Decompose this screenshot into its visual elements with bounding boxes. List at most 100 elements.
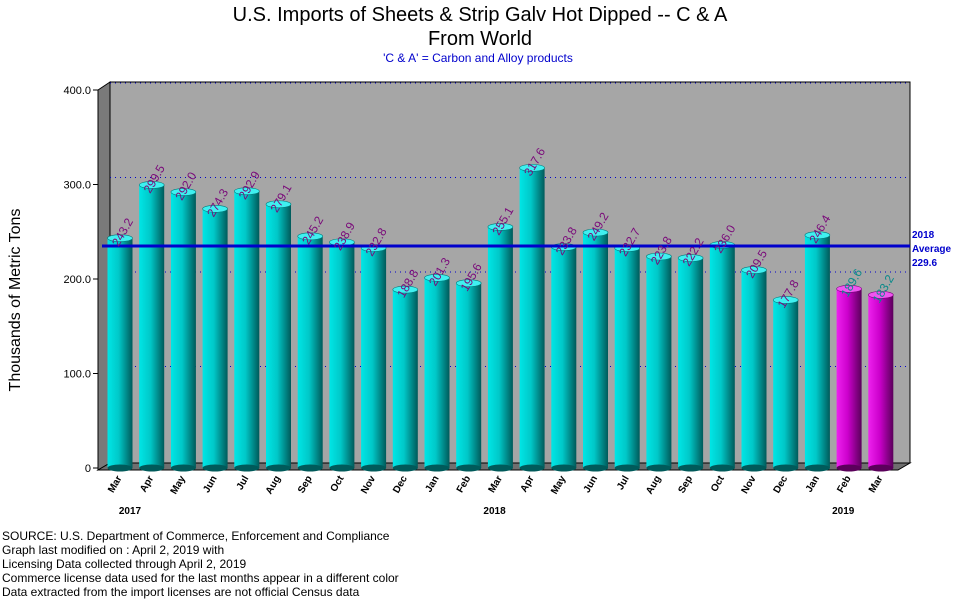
bar [867, 291, 894, 472]
bar-body [139, 184, 165, 468]
x-tick-label: Nov [740, 474, 759, 496]
bar-body [234, 191, 260, 468]
bar [646, 252, 672, 472]
bar-base [361, 464, 387, 472]
average-label: 229.6 [912, 258, 937, 269]
footer-disclaimer: Data extracted from the import licenses … [2, 585, 360, 599]
bar-cap [424, 273, 450, 282]
average-label: 2018 [912, 230, 935, 241]
bar-cap [234, 187, 260, 196]
bar [297, 232, 324, 472]
y-tick-label: 300.0 [63, 180, 91, 192]
bar-body [614, 248, 640, 468]
y-tick-label: 400.0 [63, 85, 91, 97]
bar-body [583, 232, 608, 468]
x-tick-label: Sep [296, 474, 315, 495]
bar-cap [646, 252, 672, 261]
bar-base [266, 464, 291, 472]
bar-body [424, 277, 450, 468]
bar-base [709, 464, 735, 472]
x-tick-label: Apr [138, 474, 156, 495]
bar-base [487, 464, 513, 472]
bar [360, 244, 387, 472]
bar-base [202, 464, 228, 472]
bar-cap [867, 291, 894, 299]
bar [234, 187, 260, 472]
chart-subtitle: 'C & A' = Carbon and Alloy products [383, 51, 573, 65]
x-tick-label: Jun [201, 474, 219, 495]
bar [107, 234, 133, 472]
x-tick-label: Aug [644, 474, 663, 496]
bar-base [297, 464, 323, 472]
bar-base [392, 464, 418, 472]
bar-body [868, 294, 894, 468]
bar-body [709, 244, 735, 468]
footer-color-note: Commerce license data used for the last … [2, 571, 399, 585]
footer-source: SOURCE: U.S. Department of Commerce, Enf… [2, 529, 390, 543]
bar [392, 285, 419, 472]
x-tick-label: Jul [615, 474, 632, 492]
bar-base [551, 464, 577, 472]
chart: U.S. Imports of Sheets & Strip Galv Hot … [7, 4, 952, 517]
x-tick-label: Aug [264, 474, 283, 496]
bar [170, 188, 197, 472]
bar-base [804, 464, 830, 472]
bar-cap [392, 285, 419, 294]
bar-body [297, 236, 323, 468]
x-tick-label: Mar [867, 474, 885, 495]
bar [424, 273, 450, 472]
bar-body [266, 204, 291, 469]
y-axis-label: Thousands of Metric Tons [7, 209, 24, 392]
bar-body [107, 238, 133, 468]
y-tick-label: 100.0 [63, 369, 91, 381]
bar-body [741, 270, 767, 468]
x-tick-label: Mar [487, 474, 505, 495]
x-tick-label: Jun [582, 474, 600, 495]
bar-body [678, 258, 704, 468]
x-tick-label: Feb [455, 474, 473, 495]
bar-cap [836, 285, 862, 293]
y-tick-label: 0 [85, 463, 91, 475]
bar-base [646, 464, 672, 472]
bar-cap [455, 279, 482, 287]
chart-title: U.S. Imports of Sheets & Strip Galv Hot … [233, 4, 728, 26]
x-tick-label: Mar [106, 474, 124, 495]
bar-base [614, 464, 640, 472]
x-tick-label: Jan [423, 474, 441, 494]
year-label: 2019 [832, 506, 855, 517]
bar-cap [582, 228, 609, 237]
bar-base [456, 464, 482, 472]
bar-cap [519, 164, 545, 172]
bar [709, 241, 736, 472]
bar-body [804, 235, 830, 468]
x-tick-label: Dec [391, 474, 410, 496]
bar [455, 279, 482, 472]
x-tick-label: May [169, 474, 188, 497]
x-tick-label: Dec [772, 474, 791, 496]
bar-cap [107, 234, 133, 242]
bar [836, 285, 862, 472]
bar [487, 223, 514, 472]
bar-body [836, 288, 862, 468]
bar-base [234, 464, 260, 472]
bar-body [361, 248, 387, 468]
bar-base [107, 464, 133, 472]
bar [582, 228, 609, 472]
bar [804, 231, 831, 472]
x-tick-label: Jan [804, 474, 822, 494]
bar-base [139, 464, 165, 472]
bar-cap [677, 254, 704, 262]
average-label: Average [912, 244, 952, 255]
chart-title-line2: From World [428, 28, 532, 50]
bar [614, 244, 641, 472]
x-tick-label: Nov [359, 474, 378, 496]
bar-body [519, 167, 545, 469]
bar-cap [804, 231, 831, 239]
bar-base [170, 464, 196, 472]
bar-cap [772, 296, 799, 304]
bar-base [773, 464, 799, 472]
y-tick-label: 200.0 [63, 274, 91, 286]
bar-body [202, 208, 228, 468]
bar-base [836, 464, 862, 472]
x-tick-label: Feb [835, 474, 853, 495]
